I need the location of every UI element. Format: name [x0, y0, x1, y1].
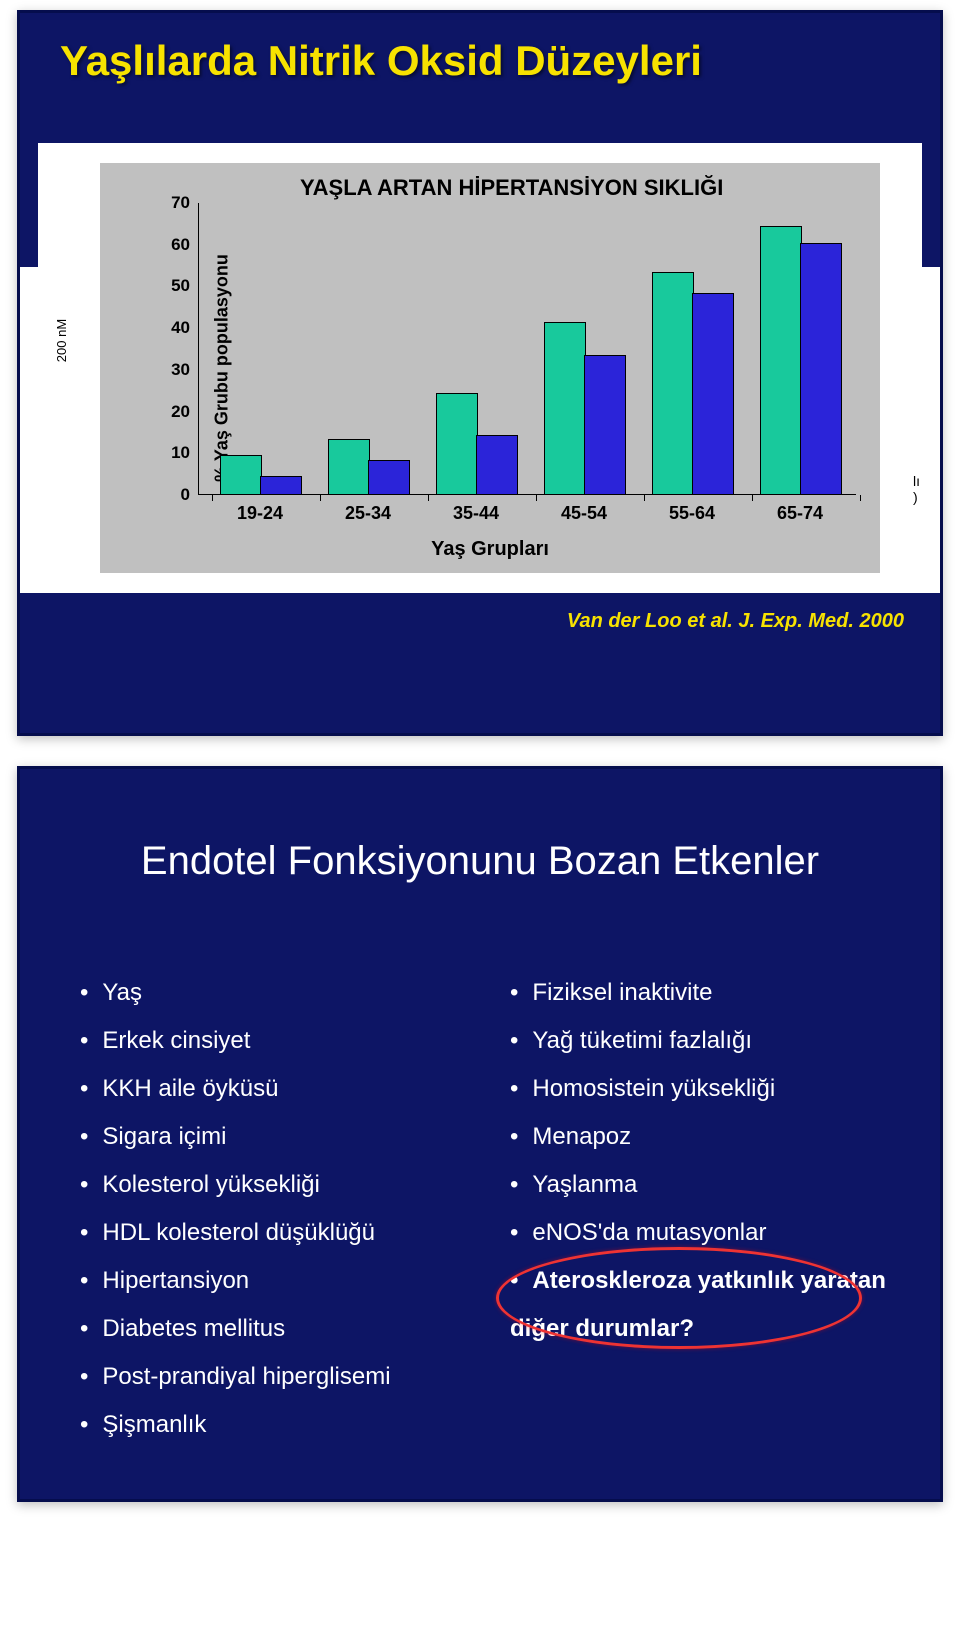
chart-inner-title: YAŞLA ARTAN HİPERTANSİYON SIKLIĞI [300, 175, 723, 201]
chart-x-axis-label: Yaş Grupları [431, 538, 549, 561]
chart-bar-series-b [800, 243, 842, 495]
slide-2-endotel-etkenler: Endotel Fonksiyonunu Bozan Etkenler YaşE… [17, 766, 943, 1502]
chart-bar-series-a [328, 439, 370, 495]
chart-x-tickline [860, 495, 861, 501]
cutoff-right-text: lı ) [913, 473, 920, 505]
list-item: Sigara içimi [80, 1113, 490, 1161]
chart-x-tickline [536, 495, 537, 501]
chart-y-axis-line [198, 203, 199, 495]
chart-x-tick-label: 45-54 [561, 495, 607, 524]
chart-y-tick: 10 [171, 443, 198, 463]
chart-y-tick: 40 [171, 318, 198, 338]
list-item: Erkek cinsiyet [80, 1017, 490, 1065]
chart-x-tickline [752, 495, 753, 501]
list-item: Post-prandiyal hiperglisemi [80, 1353, 490, 1401]
chart-bar-series-b [368, 460, 410, 495]
chart-y-tick: 20 [171, 402, 198, 422]
list-item: HDL kolesterol düşüklüğü [80, 1209, 490, 1257]
chart-x-tick-label: 19-24 [237, 495, 283, 524]
list-item: Hipertansiyon [80, 1257, 490, 1305]
slide-1-nitrik-oksid: Yaşlılarda Nitrik Oksid Düzeyleri 200 nM… [17, 10, 943, 736]
chart-bar-series-b [692, 293, 734, 495]
chart-bar-series-b [260, 476, 302, 495]
list-item: Yağ tüketimi fazlalığı [510, 1017, 910, 1065]
list-item: Yaş [80, 969, 490, 1017]
emphasis-ring-oval [496, 1247, 862, 1349]
slide1-citation: Van der Loo et al. J. Exp. Med. 2000 [567, 610, 904, 633]
slide2-left-list: YaşErkek cinsiyetKKH aile öyküsüSigara i… [80, 969, 490, 1449]
chart-x-tick-label: 55-64 [669, 495, 715, 524]
chart-y-tick: 30 [171, 360, 198, 380]
chart-y-tick: 0 [181, 485, 198, 505]
chart-y-tick: 70 [171, 193, 198, 213]
list-item: Fiziksel inaktivite [510, 969, 910, 1017]
chart-bar-series-a [652, 272, 694, 495]
list-item: Kolesterol yüksekliği [80, 1161, 490, 1209]
chart-y-tick: 50 [171, 276, 198, 296]
chart-bar-series-a [544, 322, 586, 495]
chart-y-tick: 60 [171, 235, 198, 255]
chart-bar-series-b [584, 355, 626, 495]
chart-x-tickline [428, 495, 429, 501]
list-item: Diabetes mellitus [80, 1305, 490, 1353]
left-scale-text: 200 nM [54, 319, 69, 362]
chart-bar-series-a [436, 393, 478, 495]
chart-x-tick-label: 65-74 [777, 495, 823, 524]
hypertension-chart-panel: YAŞLA ARTAN HİPERTANSİYON SIKLIĞI % Yaş … [100, 163, 880, 573]
list-item: KKH aile öyküsü [80, 1065, 490, 1113]
chart-x-tickline [320, 495, 321, 501]
list-item: Menapoz [510, 1113, 910, 1161]
list-item: Şişmanlık [80, 1401, 490, 1449]
chart-plot-area: 01020304050607019-2425-3435-4445-5455-64… [198, 203, 856, 495]
chart-x-tickline [644, 495, 645, 501]
chart-x-tick-label: 35-44 [453, 495, 499, 524]
list-item: Homosistein yüksekliği [510, 1065, 910, 1113]
list-item: Yaşlanma [510, 1161, 910, 1209]
chart-bar-series-a [220, 455, 262, 495]
slide2-title: Endotel Fonksiyonunu Bozan Etkenler [20, 839, 940, 884]
chart-bar-series-b [476, 435, 518, 495]
slide1-title: Yaşlılarda Nitrik Oksid Düzeyleri [60, 37, 702, 85]
chart-bar-series-a [760, 226, 802, 495]
chart-x-tickline [212, 495, 213, 501]
chart-x-tick-label: 25-34 [345, 495, 391, 524]
slide2-left-column: YaşErkek cinsiyetKKH aile öyküsüSigara i… [80, 969, 490, 1449]
